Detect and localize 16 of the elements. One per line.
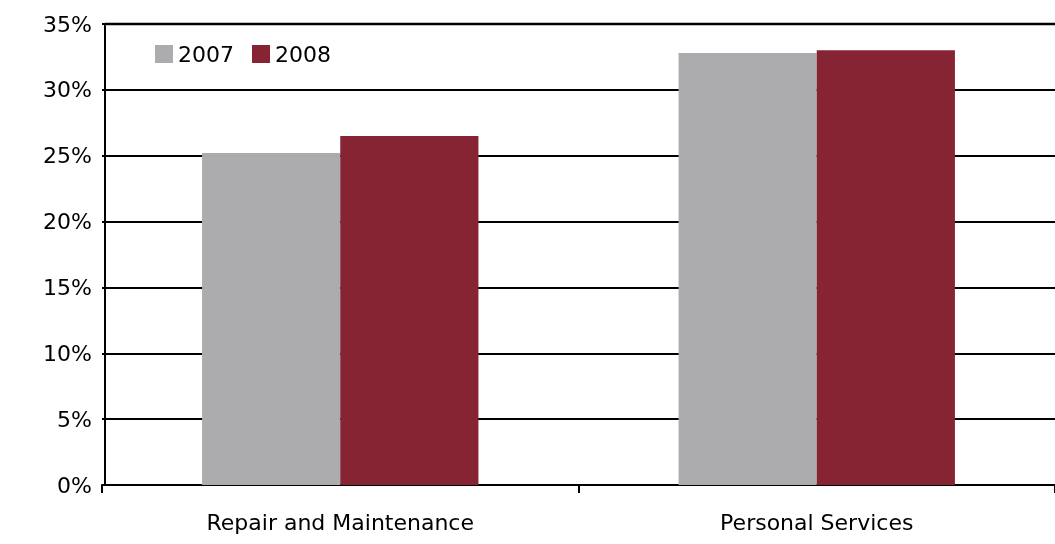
y-tick-label: 20%: [43, 209, 92, 235]
bar: [678, 52, 817, 485]
y-tick-label: 0%: [57, 472, 92, 498]
y-tick-label: 15%: [43, 274, 92, 300]
y-tick-label: 5%: [57, 406, 92, 432]
y-tick-label: 10%: [43, 340, 92, 366]
bar: [202, 153, 341, 485]
bar: [816, 50, 955, 485]
legend-label: 2008: [274, 41, 331, 67]
y-tick-label: 25%: [43, 143, 92, 169]
x-tick-label: Personal Services: [720, 509, 914, 535]
legend-label: 2007: [178, 41, 234, 67]
x-tick-label: Repair and Maintenance: [206, 509, 474, 535]
y-tick-label: 35%: [43, 11, 92, 37]
bar: [340, 135, 479, 485]
y-tick-label: 30%: [43, 77, 92, 103]
